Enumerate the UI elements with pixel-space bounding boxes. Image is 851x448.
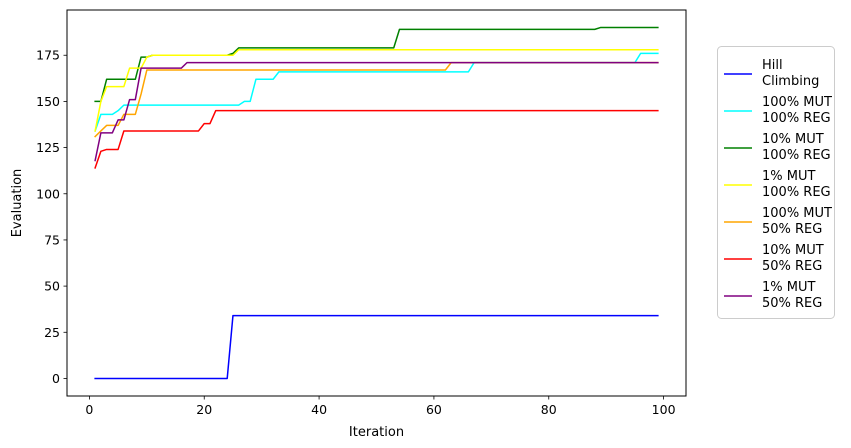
legend: Hill Climbing 100% MUT 100% REG 10% MUT 100% … xyxy=(717,46,835,319)
plot-area-frame xyxy=(66,9,687,397)
x-tick-label: 20 xyxy=(196,402,212,417)
x-axis-ticks: 0 20 40 60 80 100 xyxy=(85,396,676,417)
x-tick-label: 40 xyxy=(311,402,327,417)
legend-entry-100pct-mut-100pct-reg: 100% MUT 100% REG xyxy=(724,95,832,126)
y-tick-label: 50 xyxy=(44,279,60,294)
y-tick-label: 125 xyxy=(36,140,60,155)
y-tick-label: 25 xyxy=(44,325,60,340)
legend-frame xyxy=(717,46,835,319)
series-layer xyxy=(94,26,659,380)
y-tick-label: 100 xyxy=(36,186,60,201)
legend-label: 1% MUT 100% REG xyxy=(762,169,831,200)
y-tick-label: 150 xyxy=(36,94,60,109)
x-tick-label: 100 xyxy=(652,402,676,417)
legend-entry-hill-climbing: Hill Climbing xyxy=(724,58,819,89)
legend-label: 100% MUT 50% REG xyxy=(762,206,832,237)
series-line-10pct-mut-50pct-reg xyxy=(94,109,659,169)
x-tick-label: 80 xyxy=(541,402,557,417)
series-line-1pct-mut-50pct-reg xyxy=(94,61,659,162)
x-tick-label: 60 xyxy=(426,402,442,417)
y-tick-label: 75 xyxy=(44,232,60,247)
legend-entries: Hill Climbing 100% MUT 100% REG 10% MUT 100% … xyxy=(724,58,832,311)
legend-label: Hill Climbing xyxy=(762,58,819,89)
x-tick-label: 0 xyxy=(85,402,93,417)
legend-entry-10pct-mut-100pct-reg: 10% MUT 100% REG xyxy=(724,132,831,163)
y-tick-label: 175 xyxy=(36,48,60,63)
legend-label: 1% MUT 50% REG xyxy=(762,280,822,311)
legend-entry-100pct-mut-50pct-reg: 100% MUT 50% REG xyxy=(724,206,832,237)
legend-label: 100% MUT 100% REG xyxy=(762,95,832,126)
x-axis-label: Iteration xyxy=(349,425,404,440)
series-line-100pct-mut-50pct-reg xyxy=(94,61,659,138)
y-axis-label: Evaluation xyxy=(10,169,25,238)
legend-entry-1pct-mut-50pct-reg: 1% MUT 50% REG xyxy=(724,280,822,311)
legend-label: 10% MUT 50% REG xyxy=(762,243,824,274)
series-line-hill-climbing xyxy=(94,314,659,380)
legend-label: 10% MUT 100% REG xyxy=(762,132,831,163)
y-tick-label: 0 xyxy=(52,371,60,386)
legend-entry-10pct-mut-50pct-reg: 10% MUT 50% REG xyxy=(724,243,824,274)
legend-entry-1pct-mut-100pct-reg: 1% MUT 100% REG xyxy=(724,169,831,200)
y-axis-ticks: 0 25 50 75 100 125 150 175 xyxy=(36,48,67,386)
